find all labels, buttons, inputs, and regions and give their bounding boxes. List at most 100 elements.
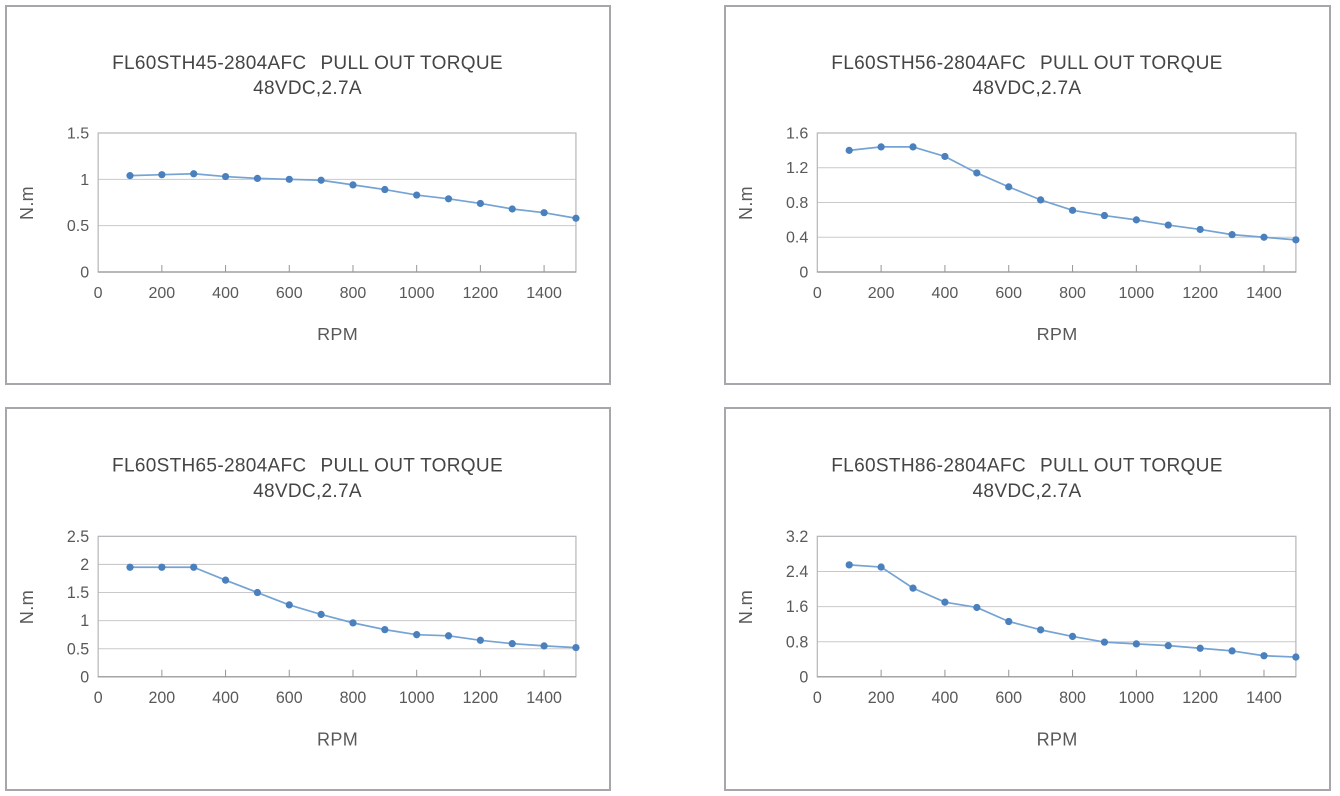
data-point-marker bbox=[1292, 653, 1300, 661]
data-point-marker bbox=[126, 172, 134, 180]
data-point-marker bbox=[1005, 617, 1013, 626]
data-point-marker bbox=[476, 636, 484, 644]
x-tick-label: 800 bbox=[340, 285, 367, 302]
data-point-marker bbox=[317, 176, 325, 184]
torque-series-line bbox=[848, 564, 1297, 658]
data-point-marker bbox=[444, 195, 453, 203]
x-tick-label: 1200 bbox=[1182, 689, 1218, 707]
chart-title-model: FL60STH65-2804AFC bbox=[112, 456, 306, 477]
data-point-marker bbox=[909, 584, 917, 592]
y-tick-label: 1.2 bbox=[786, 159, 808, 177]
chart-title-model: FL60STH56-2804AFC bbox=[831, 53, 1026, 74]
y-axis-label: N.m bbox=[736, 186, 756, 220]
x-tick-label: 1000 bbox=[1119, 284, 1155, 302]
data-point-marker bbox=[877, 143, 885, 151]
y-tick-label: 1.5 bbox=[67, 584, 89, 602]
data-point-marker bbox=[381, 185, 389, 194]
x-axis-label: RPM bbox=[1037, 729, 1078, 749]
x-tick-label: 1000 bbox=[399, 689, 435, 707]
y-tick-label: 3.2 bbox=[786, 528, 808, 546]
data-point-marker bbox=[285, 175, 293, 183]
x-tick-label: 1000 bbox=[1119, 689, 1155, 707]
x-tick-label: 1200 bbox=[463, 689, 499, 707]
chart-title-suffix: PULL OUT TORQUE bbox=[1040, 456, 1223, 477]
y-axis-label: N.m bbox=[17, 186, 37, 220]
torque-series-line bbox=[129, 172, 577, 220]
y-tick-label: 2 bbox=[80, 556, 89, 574]
chart-title: FL60STH56-2804AFC PULL OUT TORQUE bbox=[831, 53, 1222, 74]
y-tick-label: 0.8 bbox=[786, 194, 808, 212]
plot-area: 0 200 400 600 800 1000 1200 1400 0 0.5 1 1.5 bbox=[67, 126, 580, 302]
data-point-marker bbox=[1068, 632, 1077, 641]
data-point-marker bbox=[190, 563, 198, 571]
y-tick-label: 2.5 bbox=[67, 528, 89, 546]
chart-title-model: FL60STH45-2804AFC bbox=[112, 53, 306, 74]
chart-subtitle: 48VDC,2.7A bbox=[253, 78, 362, 99]
data-point-marker bbox=[1260, 652, 1268, 660]
x-axis-label: RPM bbox=[317, 729, 358, 749]
chart-title-suffix: PULL OUT TORQUE bbox=[320, 53, 502, 74]
data-point-marker bbox=[476, 199, 484, 208]
x-tick-label: 200 bbox=[868, 284, 895, 302]
x-tick-label: 800 bbox=[340, 689, 367, 707]
data-point-marker bbox=[1164, 642, 1172, 650]
data-point-marker bbox=[349, 619, 357, 627]
data-point-marker bbox=[508, 205, 516, 213]
data-point-marker bbox=[877, 563, 885, 571]
data-point-marker bbox=[845, 146, 853, 154]
chart-panel-fl60sth56: FL60STH56-2804AFC PULL OUT TORQUE 48VDC,2… bbox=[724, 5, 1331, 385]
y-tick-label: 0.5 bbox=[67, 218, 89, 235]
data-point-marker bbox=[349, 181, 357, 189]
data-point-marker bbox=[540, 642, 548, 650]
x-tick-label: 400 bbox=[212, 689, 239, 707]
x-tick-label: 0 bbox=[813, 284, 822, 302]
x-tick-label: 400 bbox=[932, 284, 959, 302]
chart-subtitle: 48VDC,2.7A bbox=[973, 481, 1082, 502]
x-tick-label: 1000 bbox=[399, 285, 435, 302]
chart-title-suffix: PULL OUT TORQUE bbox=[320, 456, 502, 477]
y-axis-label: N.m bbox=[736, 590, 756, 624]
data-point-marker bbox=[909, 143, 917, 151]
torque-chart-fl60sth56: FL60STH56-2804AFC PULL OUT TORQUE 48VDC,2… bbox=[736, 53, 1300, 344]
y-tick-label: 1.6 bbox=[786, 125, 808, 143]
chart-panel-fl60sth65: FL60STH65-2804AFC PULL OUT TORQUE 48VDC,2… bbox=[5, 407, 611, 791]
x-tick-label: 0 bbox=[94, 689, 103, 707]
chart-subtitle: 48VDC,2.7A bbox=[253, 481, 362, 502]
chart-title-suffix: PULL OUT TORQUE bbox=[1040, 53, 1223, 74]
plot-area: 0 200 400 600 800 1000 1200 1400 0 0.4 0.8 1.2 1.6 bbox=[786, 125, 1300, 302]
torque-series-line bbox=[848, 146, 1297, 241]
chart-panel-fl60sth45: FL60STH45-2804AFC PULL OUT TORQUE 48VDC,2… bbox=[5, 5, 611, 385]
plot-area: 0 200 400 600 800 1000 1200 1400 0 0.5 1 1.5 2 2.5 bbox=[67, 528, 580, 707]
plot-frame bbox=[97, 132, 577, 273]
data-point-marker bbox=[973, 603, 981, 612]
data-point-marker bbox=[158, 563, 166, 571]
plot-area: 0 200 400 600 800 1000 1200 1400 0 0.8 1.6 2.4 3.2 bbox=[786, 528, 1300, 707]
data-point-marker bbox=[413, 191, 421, 199]
data-point-marker bbox=[1228, 647, 1236, 655]
data-point-marker bbox=[253, 174, 262, 183]
data-point-marker bbox=[1132, 640, 1140, 648]
data-point-marker bbox=[413, 631, 421, 639]
y-tick-label: 1.6 bbox=[786, 598, 808, 616]
x-tick-label: 400 bbox=[932, 689, 959, 707]
data-point-marker bbox=[1228, 231, 1236, 239]
x-tick-label: 1400 bbox=[1246, 284, 1282, 302]
x-tick-label: 1200 bbox=[463, 285, 499, 302]
data-point-marker bbox=[221, 172, 230, 181]
data-point-marker bbox=[572, 643, 580, 652]
x-tick-label: 800 bbox=[1059, 689, 1086, 707]
data-point-marker bbox=[1196, 225, 1204, 234]
chart-title-model: FL60STH86-2804AFC bbox=[831, 456, 1026, 477]
x-tick-label: 1200 bbox=[1182, 284, 1218, 302]
data-point-marker bbox=[941, 152, 949, 161]
x-tick-label: 800 bbox=[1059, 284, 1086, 302]
data-point-marker bbox=[508, 640, 516, 648]
data-point-marker bbox=[1260, 233, 1268, 241]
data-point-marker bbox=[1037, 626, 1045, 634]
chart-subtitle: 48VDC,2.7A bbox=[973, 78, 1082, 99]
y-tick-label: 1.5 bbox=[67, 126, 89, 143]
y-tick-label: 0 bbox=[799, 264, 808, 282]
chart-title: FL60STH86-2804AFC PULL OUT TORQUE bbox=[831, 456, 1223, 477]
data-point-marker bbox=[941, 598, 949, 606]
